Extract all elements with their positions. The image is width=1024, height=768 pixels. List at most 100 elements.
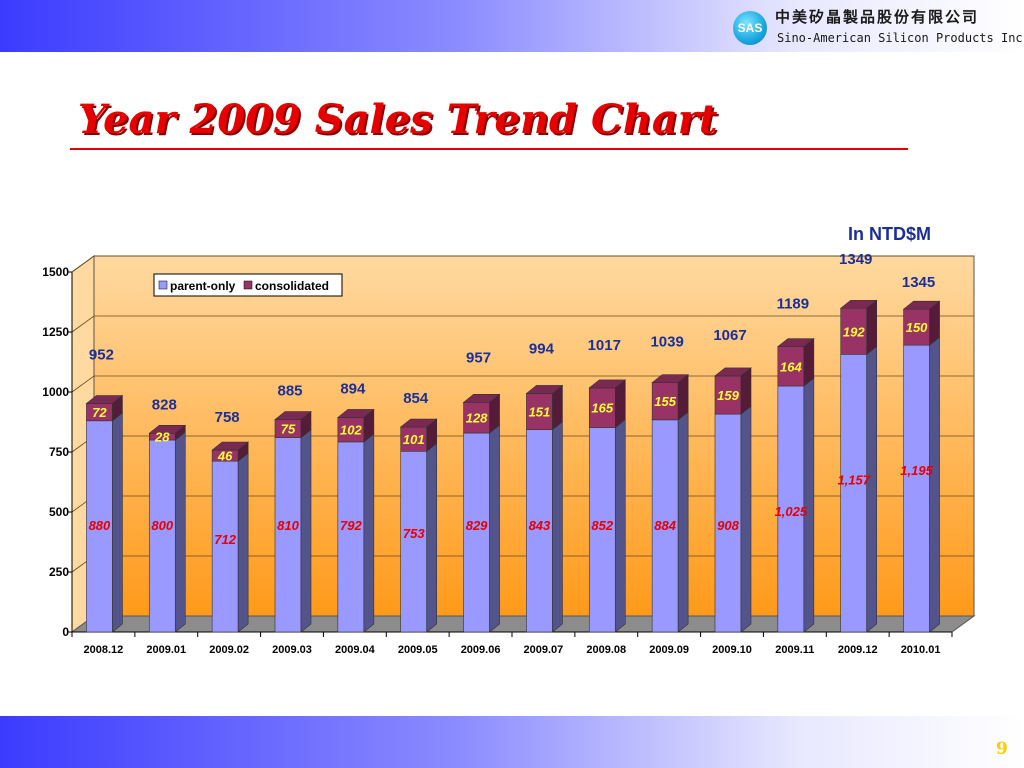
bar-consolidated-top <box>148 424 187 434</box>
bar-parent-only <box>777 377 815 633</box>
bar-consolidated <box>399 418 438 452</box>
title-underline <box>70 148 908 150</box>
bar-consolidated-top <box>85 395 124 404</box>
bar-consolidated-top <box>274 411 312 420</box>
page-title: Year 2009 Sales Trend Chart <box>78 96 718 143</box>
bar-consolidated-front <box>840 307 868 355</box>
parent-only-label: 843 <box>529 518 551 533</box>
bar-parent-only-side <box>174 431 186 633</box>
bar-parent-only <box>651 411 689 633</box>
bar-parent-only-side <box>740 405 752 633</box>
total-label: 885 <box>277 383 302 400</box>
bar-consolidated-front <box>400 426 428 452</box>
bar-parent-only-front <box>211 460 239 633</box>
legend-swatch-consolidated <box>243 280 253 290</box>
y-tick-label: 0 <box>62 625 69 639</box>
bar-parent-only-front <box>148 439 176 633</box>
y-tick-label: 750 <box>49 445 69 459</box>
x-tick-label: 2009.09 <box>649 644 689 656</box>
bar-consolidated <box>651 374 689 421</box>
x-tick-label: 2009.10 <box>712 644 752 656</box>
parent-only-label: 829 <box>466 518 488 533</box>
y-tick-label: 1250 <box>42 325 69 339</box>
bar-consolidated-front <box>526 393 553 430</box>
legend-swatch-parent-only <box>158 280 168 290</box>
total-label: 994 <box>529 340 555 357</box>
bar-parent-only-side <box>677 411 689 633</box>
consolidated-label: 164 <box>780 359 802 374</box>
bar-parent-only-side <box>237 452 249 633</box>
parent-only-label: 800 <box>151 518 173 533</box>
bar-consolidated-front <box>651 382 679 421</box>
consolidated-label: 128 <box>466 411 488 426</box>
footer-band <box>0 716 1024 768</box>
total-label: 1349 <box>839 251 872 268</box>
total-label: 1189 <box>777 296 810 313</box>
bar-consolidated-top <box>399 418 438 428</box>
bar-parent-only <box>211 452 249 633</box>
plot-floor <box>70 615 976 633</box>
parent-only-label: 1,157 <box>837 472 870 487</box>
bar-consolidated-top <box>777 338 815 347</box>
bar-parent-only-side <box>112 412 123 633</box>
bar-parent-only <box>840 345 878 633</box>
x-tick-label: 2009.12 <box>838 644 878 656</box>
header-band <box>0 0 1024 52</box>
bar-parent-only-front <box>651 419 679 633</box>
total-label: 828 <box>152 396 177 413</box>
bar-parent-only-side <box>363 433 375 633</box>
bar-consolidated-top <box>902 300 941 310</box>
x-tick-label: 2009.05 <box>398 644 438 656</box>
x-tick-label: 2009.06 <box>461 644 501 656</box>
parent-only-label: 1,025 <box>775 504 808 519</box>
parent-only-label: 880 <box>89 518 111 533</box>
bar-parent-only-front <box>903 344 930 633</box>
parent-only-label: 1,195 <box>900 463 933 478</box>
x-tick-label: 2009.02 <box>209 644 249 656</box>
sales-chart: 0 250 500 750 1000 1250 1500 2008.12 2009.01 2009… <box>42 251 976 656</box>
bar-parent-only-front <box>840 354 868 633</box>
bar-consolidated-side <box>866 299 878 355</box>
bar-parent-only-side <box>614 418 626 633</box>
bar-consolidated-top <box>651 374 689 383</box>
bar-consolidated <box>839 299 878 355</box>
company-logo: SAS <box>733 11 767 45</box>
bar-parent-only-front <box>777 385 805 633</box>
bar-consolidated <box>902 300 941 346</box>
y-tick-label: 1500 <box>42 265 69 279</box>
bar-parent-only <box>526 421 563 633</box>
x-tick-label: 2010.01 <box>901 644 941 656</box>
bar-parent-only <box>400 442 438 633</box>
chart-data-labels: 880 72 952 800 28 828 712 46 758 810 75 885 792 102 89… <box>89 251 936 547</box>
parent-only-label: 810 <box>277 518 299 533</box>
consolidated-label: 72 <box>92 405 107 420</box>
bar-parent-only-front <box>463 432 490 633</box>
bar-parent-only-side <box>489 424 500 633</box>
x-tick-label: 2009.08 <box>586 644 626 656</box>
legend-label-parent-only: parent-only <box>170 279 236 293</box>
consolidated-label: 101 <box>403 432 425 447</box>
bar-consolidated-front <box>903 308 930 346</box>
bar-parent-only-front <box>86 420 113 633</box>
bar-consolidated <box>588 379 627 429</box>
legend-label-consolidated: consolidated <box>255 279 329 293</box>
bar-parent-only <box>86 412 123 633</box>
bar-consolidated <box>274 410 312 439</box>
bar-consolidated <box>462 393 501 434</box>
bar-consolidated-top <box>714 367 752 377</box>
x-tick-label: 2008.12 <box>84 644 124 656</box>
consolidated-label: 102 <box>340 423 362 438</box>
consolidated-label: 165 <box>591 401 613 416</box>
consolidated-label: 151 <box>529 405 551 420</box>
bar-consolidated-top <box>462 394 501 403</box>
bar-consolidated-top <box>211 441 249 451</box>
chart-bars <box>85 299 941 633</box>
bar-parent-only-front <box>588 427 616 633</box>
bar-parent-only-side <box>552 421 563 633</box>
parent-only-label: 908 <box>717 518 739 533</box>
total-label: 894 <box>340 380 366 397</box>
x-tick-label: 2009.01 <box>146 644 186 656</box>
bar-parent-only <box>337 433 375 633</box>
total-label: 1345 <box>902 274 935 291</box>
page-number: 9 <box>996 739 1008 759</box>
